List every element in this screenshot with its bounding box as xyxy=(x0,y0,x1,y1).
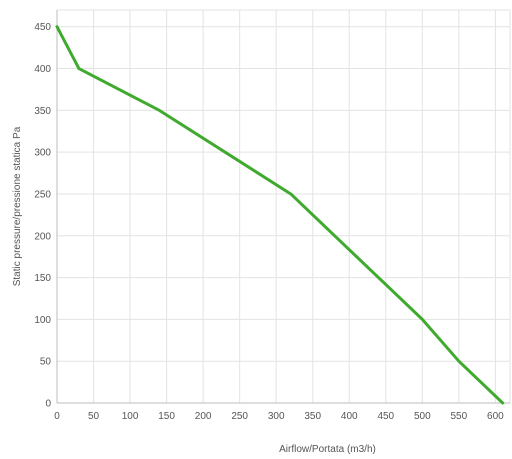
x-tick-label: 450 xyxy=(377,411,394,422)
x-tick-label: 350 xyxy=(304,411,321,422)
x-tick-label: 0 xyxy=(54,411,60,422)
y-tick-label: 0 xyxy=(45,399,51,410)
y-tick-label: 100 xyxy=(34,315,51,326)
x-tick-label: 550 xyxy=(451,411,468,422)
y-tick-label: 350 xyxy=(34,106,51,117)
y-tick-label: 250 xyxy=(34,189,51,200)
y-tick-label: 50 xyxy=(40,357,52,368)
y-tick-label: 150 xyxy=(34,273,51,284)
x-tick-label: 100 xyxy=(122,411,139,422)
x-tick-label: 200 xyxy=(195,411,212,422)
series-line xyxy=(55,25,505,405)
grid xyxy=(56,9,511,404)
y-tick-label: 200 xyxy=(34,231,51,242)
x-tick-label: 250 xyxy=(231,411,248,422)
series xyxy=(55,25,505,405)
x-tick-label: 600 xyxy=(487,411,504,422)
y-axis-label: Static pressure/pressione statica Pa xyxy=(12,126,23,286)
y-tick-label: 450 xyxy=(34,22,51,33)
tick-labels: 0 50 100 150 200 250 300 350 400 450 500 550 600 0 50 1… xyxy=(34,22,504,422)
axes xyxy=(56,10,510,404)
x-tick-label: 150 xyxy=(158,411,175,422)
x-axis-label: Airflow/Portata (m3/h) xyxy=(279,444,376,454)
y-tick-label: 400 xyxy=(34,64,51,75)
x-tick-label: 50 xyxy=(88,411,100,422)
x-tick-label: 300 xyxy=(268,411,285,422)
x-tick-label: 500 xyxy=(414,411,431,422)
y-tick-label: 300 xyxy=(34,148,51,159)
x-tick-label: 400 xyxy=(341,411,358,422)
